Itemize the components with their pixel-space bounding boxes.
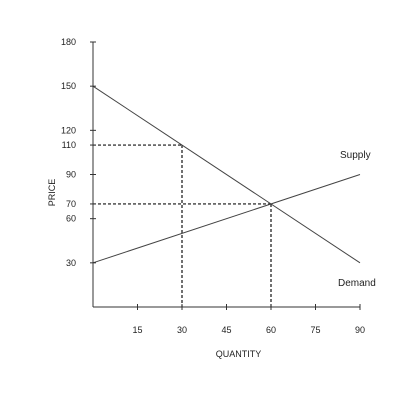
y-tick-label: 60 [66, 214, 76, 224]
y-tick-label: 110 [62, 140, 76, 150]
x-tick-label: 90 [355, 325, 365, 335]
y-tick-label: 70 [66, 199, 76, 209]
labels: QUANTITY PRICE Supply Demand [47, 150, 376, 359]
supply-curve-label: Supply [340, 150, 371, 161]
y-tick-label: 150 [61, 81, 76, 91]
x-tick-label: 15 [132, 325, 142, 335]
y-axis-ticks: 30 60 70 90 110 120 150 180 [61, 37, 96, 268]
reference-lines [93, 144, 272, 307]
supply-curve-line [92, 174, 361, 264]
x-tick-label: 75 [310, 325, 320, 335]
y-tick-label: 90 [66, 170, 76, 180]
y-tick-label: 30 [66, 258, 76, 268]
y-tick-label: 120 [61, 125, 76, 135]
x-tick-label: 60 [266, 325, 276, 335]
demand-curve-label: Demand [338, 278, 376, 289]
y-axis-title: PRICE [47, 179, 57, 207]
x-axis-title: QUANTITY [216, 349, 262, 359]
x-axis-ticks: 15 30 45 60 75 90 [132, 304, 365, 335]
x-tick-label: 30 [177, 325, 187, 335]
curves [92, 85, 361, 264]
x-tick-label: 45 [221, 325, 231, 335]
demand-curve-line [92, 85, 361, 264]
y-tick-label: 180 [61, 37, 76, 47]
